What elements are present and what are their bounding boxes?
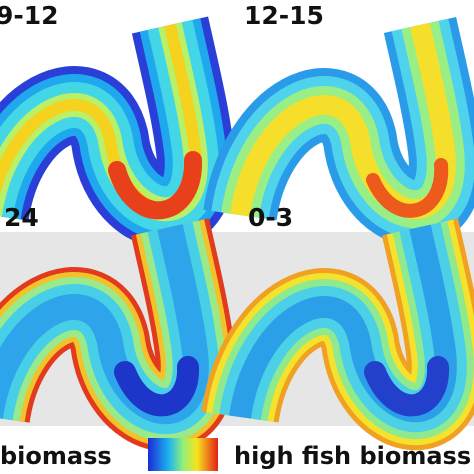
map-panel [240,25,446,215]
color-scale [148,438,218,471]
panel-label: 0-3 [248,203,293,232]
map-panel [0,25,196,215]
map-panel [240,227,446,417]
panel-label: 12-15 [244,1,324,30]
panel-label: 24 [4,203,39,232]
legend-high-label: high fish biomass [234,442,471,470]
map-panel [0,227,196,417]
legend-low-label: biomass [0,442,112,470]
panel-label: 9-12 [0,1,59,30]
